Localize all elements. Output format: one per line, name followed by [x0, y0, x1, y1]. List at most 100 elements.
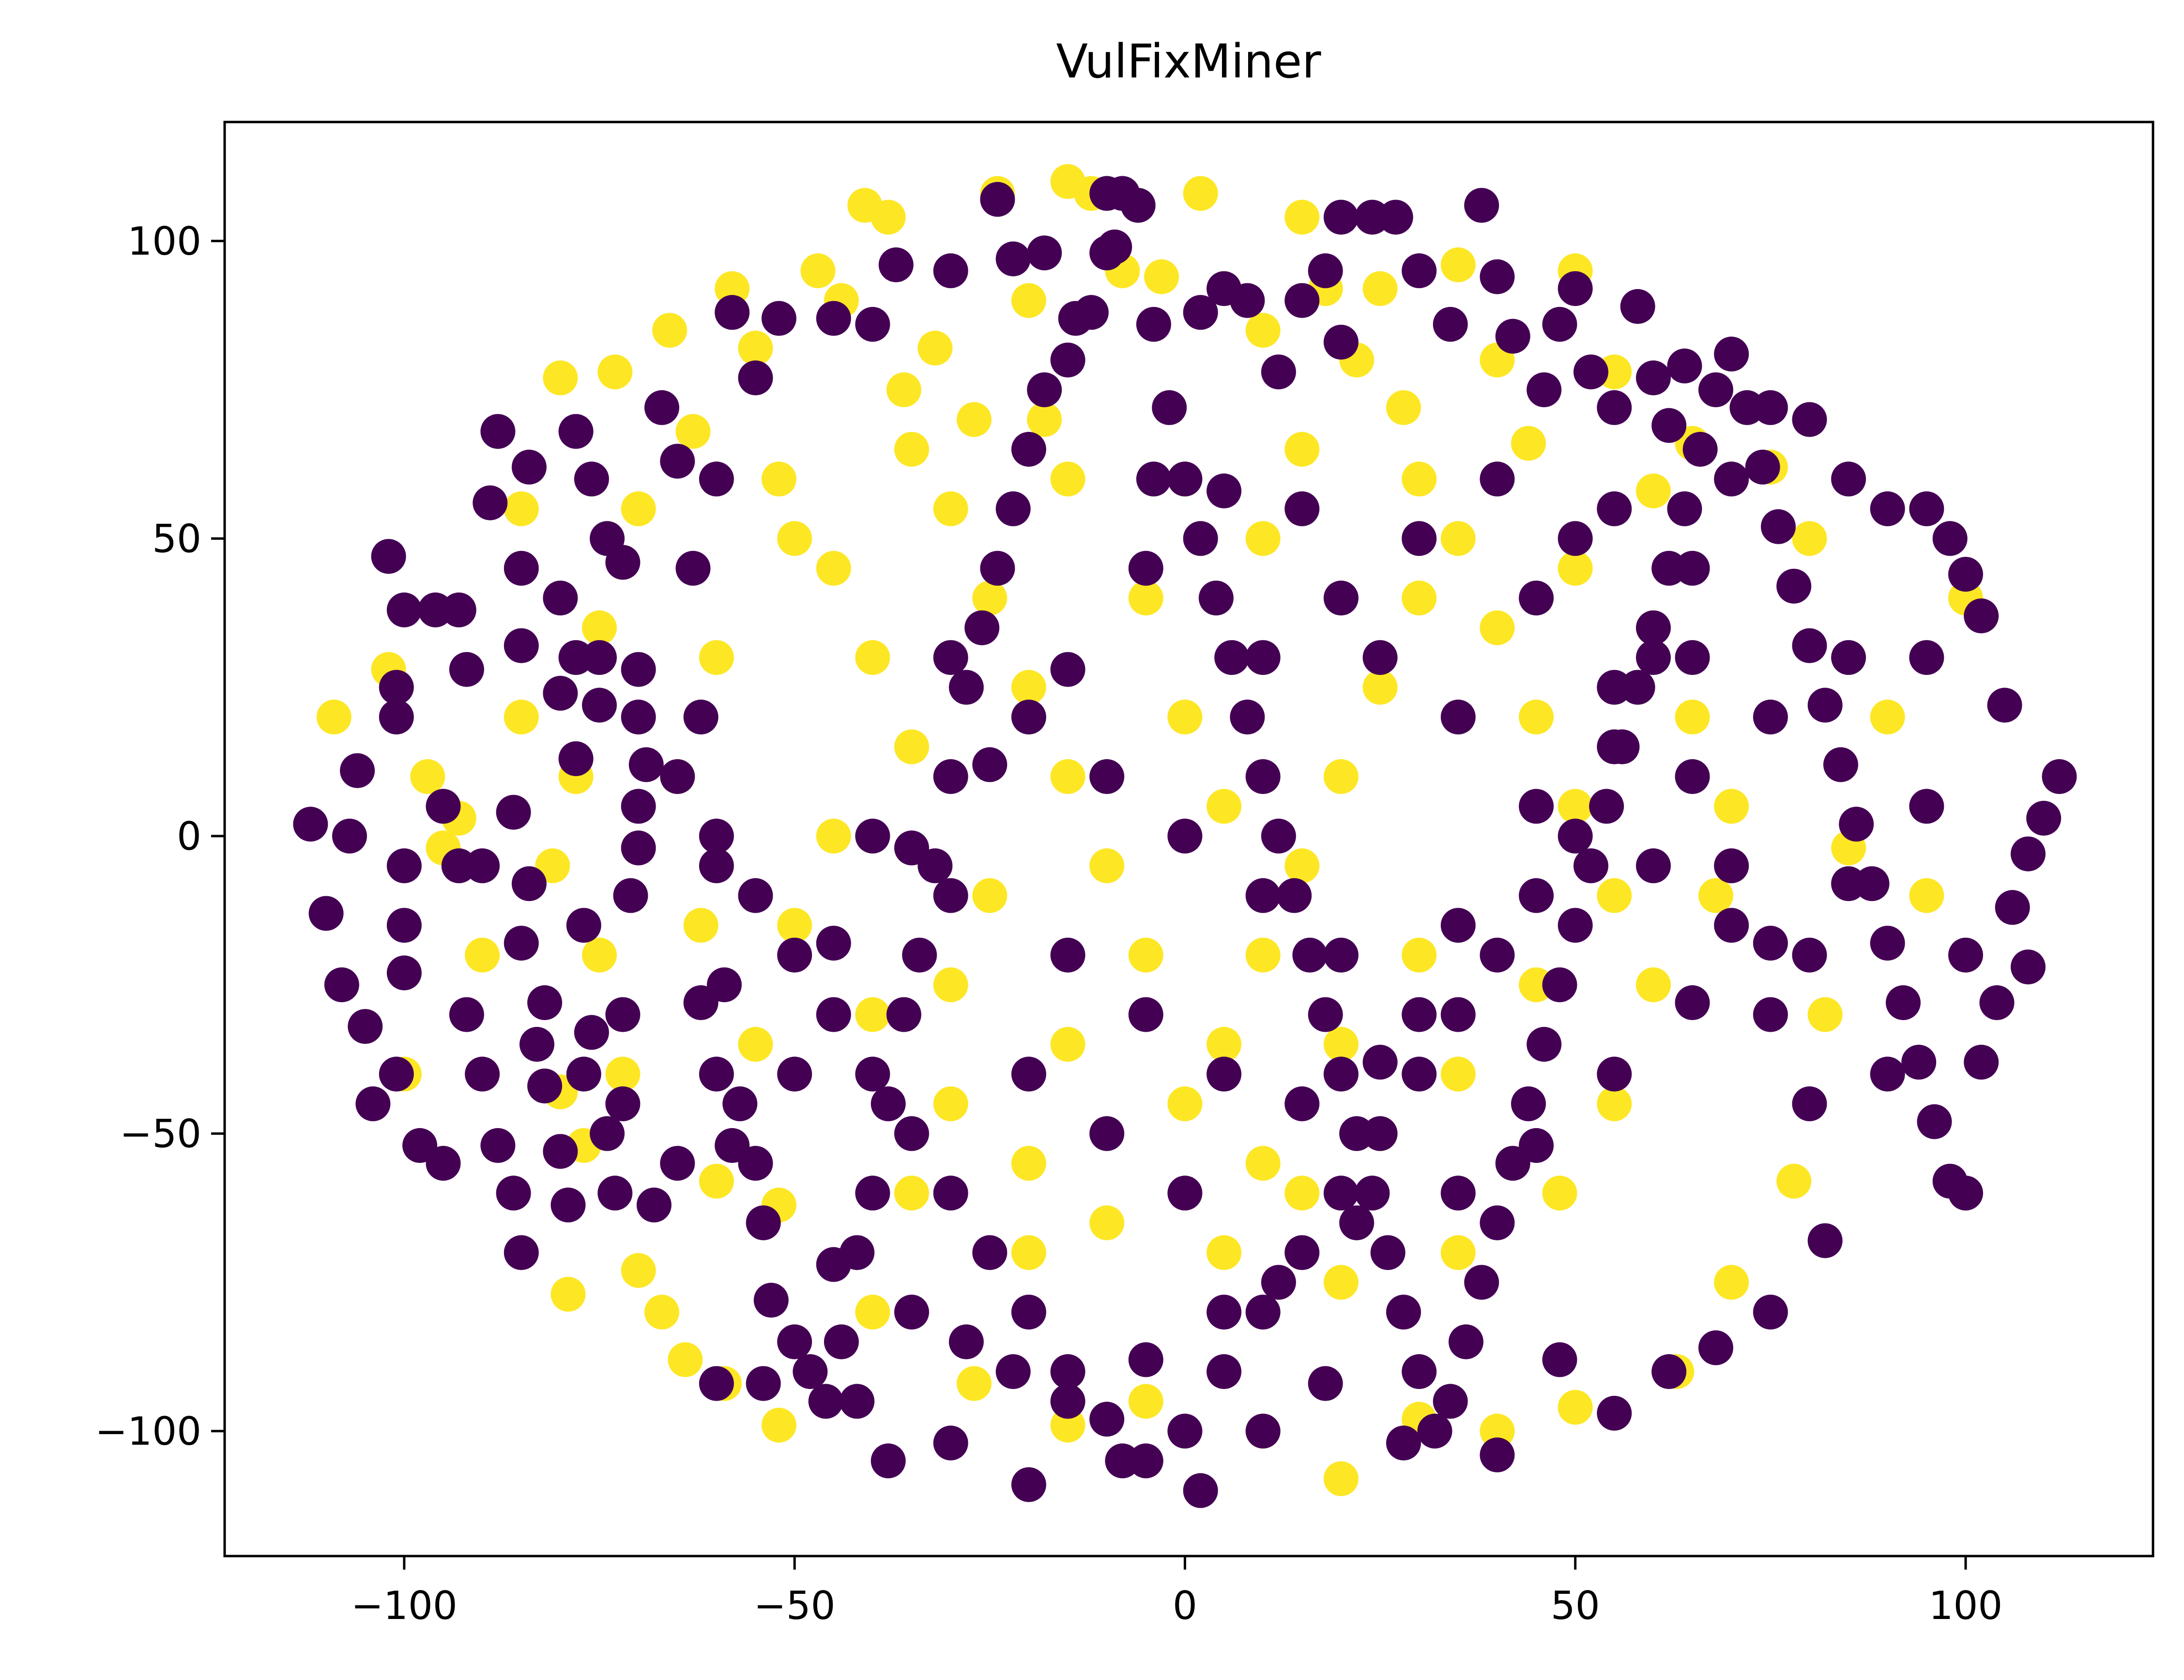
scatter-point — [871, 1443, 906, 1479]
scatter-point — [621, 789, 656, 824]
scatter-point — [1323, 1265, 1359, 1300]
scatter-point — [1964, 1044, 1999, 1080]
scatter-point — [746, 1366, 781, 1401]
scatter-point — [1362, 640, 1398, 675]
scatter-point — [855, 306, 890, 342]
scatter-point — [386, 908, 422, 943]
scatter-point — [878, 247, 914, 282]
scatter-point — [1050, 1027, 1085, 1062]
scatter-point — [1511, 426, 1546, 461]
scatter-point — [1558, 521, 1593, 556]
scatter-point — [379, 670, 414, 705]
scatter-point — [1440, 1235, 1476, 1270]
scatter-point — [2042, 759, 2077, 794]
scatter-point — [972, 580, 1008, 616]
scatter-point — [1245, 521, 1281, 556]
scatter-point — [995, 1354, 1031, 1389]
scatter-point — [1167, 1413, 1203, 1449]
scatter-point — [1558, 789, 1593, 824]
scatter-point — [1519, 700, 1554, 734]
scatter-point — [574, 1015, 609, 1050]
scatter-point — [738, 360, 773, 396]
scatter-point — [1831, 640, 1866, 675]
scatter-point — [1480, 1205, 1515, 1240]
scatter-point — [1870, 926, 1905, 961]
points-layer — [293, 164, 2077, 1508]
scatter-point — [496, 1176, 531, 1211]
scatter-point — [972, 747, 1008, 782]
scatter-point — [1136, 461, 1171, 497]
scatter-point — [816, 997, 851, 1032]
scatter-point — [1542, 967, 1577, 1003]
scatter-point — [1964, 598, 1999, 634]
axes-frame — [223, 121, 2154, 1558]
scatter-point — [1284, 1235, 1320, 1270]
scatter-point — [449, 652, 484, 687]
scatter-point — [1355, 1176, 1390, 1211]
scatter-point — [1909, 789, 1944, 824]
scatter-point — [933, 878, 968, 913]
scatter-point — [1386, 1295, 1421, 1330]
scatter-point — [1519, 580, 1554, 616]
scatter-point — [1675, 759, 1710, 794]
scatter-point — [550, 1187, 586, 1222]
scatter-point — [1323, 199, 1359, 235]
scatter-point — [1207, 1056, 1242, 1092]
scatter-point — [699, 1056, 734, 1092]
scatter-point — [1011, 1145, 1046, 1181]
scatter-point — [777, 1056, 812, 1092]
scatter-point — [1714, 908, 1749, 943]
scatter-point — [1402, 521, 1437, 556]
scatter-point — [1058, 301, 1093, 336]
scatter-point — [1207, 1295, 1242, 1330]
scatter-point — [1440, 1176, 1476, 1211]
scatter-point — [675, 414, 711, 449]
scatter-point — [1128, 1342, 1163, 1377]
scatter-point — [355, 1086, 391, 1121]
scatter-point — [1284, 199, 1320, 235]
scatter-point — [800, 253, 836, 289]
scatter-point — [933, 967, 968, 1003]
scatter-point — [1378, 199, 1413, 235]
scatter-point — [894, 1176, 929, 1211]
scatter-point — [1284, 848, 1320, 884]
scatter-point — [1909, 491, 1944, 526]
scatter-point — [824, 1324, 859, 1359]
scatter-point — [1558, 1390, 1593, 1425]
scatter-point — [1050, 342, 1085, 378]
scatter-point — [1511, 1086, 1546, 1121]
scatter-point — [1128, 580, 1163, 616]
scatter-point — [1402, 1354, 1437, 1389]
scatter-point — [1308, 997, 1343, 1032]
scatter-point — [1011, 1467, 1046, 1502]
scatter-point — [855, 1295, 890, 1330]
scatter-point — [1464, 1265, 1499, 1300]
scatter-point — [480, 1128, 516, 1163]
scatter-point — [519, 1027, 554, 1062]
scatter-point — [449, 997, 484, 1032]
scatter-point — [1207, 1027, 1242, 1062]
scatter-point — [1284, 283, 1320, 318]
scatter-point — [699, 461, 734, 497]
ticks-layer: −100 −50 0 50 100 −100 −50 0 50 100 — [95, 219, 2002, 1628]
scatter-point — [871, 1086, 906, 1121]
scatter-point — [699, 818, 734, 854]
scatter-point — [699, 1366, 734, 1401]
scatter-point — [1402, 580, 1437, 616]
scatter-point — [1308, 253, 1343, 289]
scatter-point — [816, 926, 851, 961]
scatter-point — [1440, 1056, 1476, 1092]
scatter-point — [1519, 1128, 1554, 1163]
scatter-point — [1597, 729, 1632, 764]
scatter-point — [1011, 670, 1046, 705]
scatter-point — [1323, 1176, 1359, 1211]
scatter-point — [1620, 289, 1655, 324]
scatter-point — [1542, 306, 1577, 342]
y-tick-label: 100 — [127, 219, 201, 264]
scatter-point — [957, 1366, 992, 1401]
scatter-point — [597, 1176, 633, 1211]
scatter-point — [1870, 700, 1905, 734]
scatter-point — [1589, 789, 1624, 824]
scatter-point — [1245, 1145, 1281, 1181]
scatter-point — [1714, 336, 1749, 372]
